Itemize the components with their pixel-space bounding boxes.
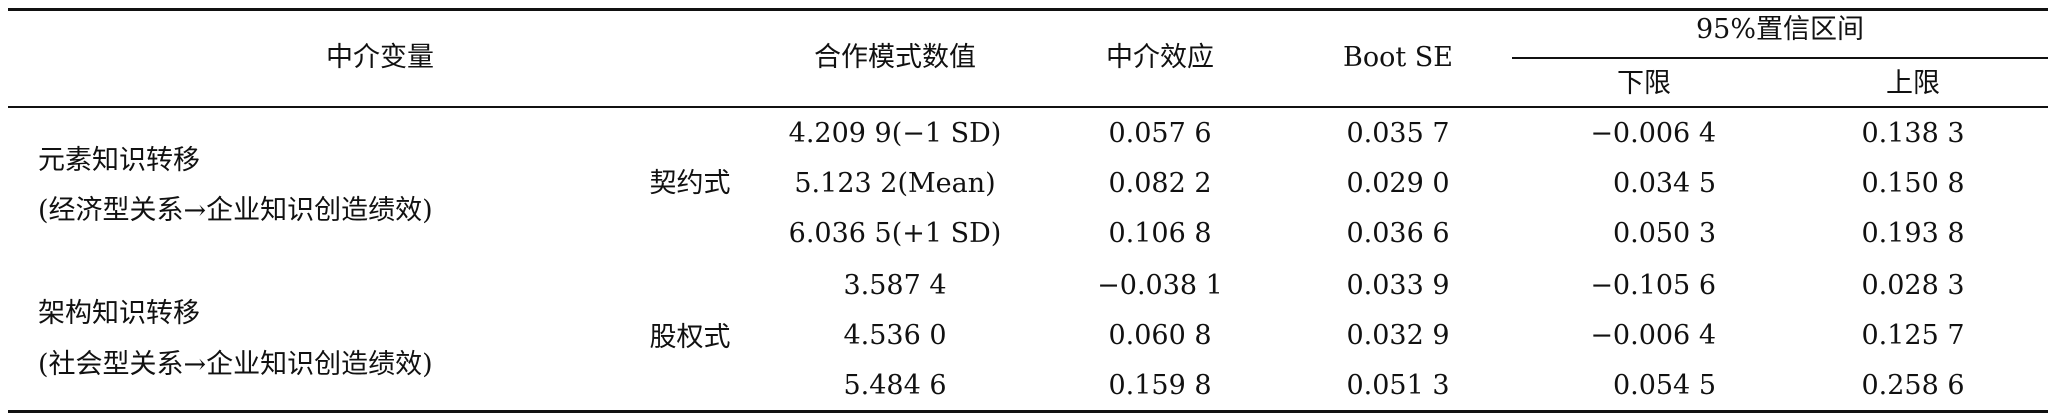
cell-effect: −0.038 1 — [1097, 270, 1223, 301]
cell-boot-se: 0.032 9 — [1346, 320, 1450, 351]
cell-boot-se: 0.033 9 — [1346, 270, 1450, 301]
cell-upper: 0.193 8 — [1861, 218, 1965, 249]
cell-lower: 0.054 5 — [1612, 370, 1716, 401]
cell-upper: 0.258 6 — [1861, 370, 1965, 401]
cell-effect: 0.106 8 — [1108, 218, 1212, 249]
table-bottom-rule — [8, 410, 2048, 413]
cell-effect: 0.159 8 — [1108, 370, 1212, 401]
cell-mode-value: 4.536 0 — [843, 320, 947, 351]
cell-mode-value: 6.036 5(+1 SD) — [788, 218, 1002, 249]
table-top-rule — [8, 8, 2048, 11]
cell-lower: −0.006 4 — [1590, 118, 1716, 149]
header-ci: 95%置信区间 — [1695, 14, 1865, 45]
group-mediator-line2: (社会型关系→企业知识创造绩效) — [38, 349, 433, 380]
cell-effect: 0.082 2 — [1108, 168, 1212, 199]
cell-effect: 0.057 6 — [1108, 118, 1212, 149]
table-header-rule — [8, 106, 2048, 108]
header-boot-se: Boot SE — [1343, 42, 1453, 73]
cell-mode-value: 3.587 4 — [843, 270, 947, 301]
group-mode: 契约式 — [649, 168, 731, 199]
cell-lower: 0.050 3 — [1612, 218, 1716, 249]
ci-header-rule — [1512, 57, 2048, 59]
group-mode: 股权式 — [649, 322, 731, 353]
cell-mode-value: 4.209 9(−1 SD) — [788, 118, 1002, 149]
cell-mode-value: 5.123 2(Mean) — [794, 168, 996, 199]
cell-upper: 0.125 7 — [1861, 320, 1965, 351]
cell-upper: 0.138 3 — [1861, 118, 1965, 149]
cell-boot-se: 0.029 0 — [1346, 168, 1450, 199]
header-upper: 上限 — [1886, 68, 1940, 99]
group-mediator-line2: (经济型关系→企业知识创造绩效) — [38, 195, 433, 226]
cell-upper: 0.150 8 — [1861, 168, 1965, 199]
cell-mode-value: 5.484 6 — [843, 370, 947, 401]
cell-lower: −0.006 4 — [1590, 320, 1716, 351]
cell-lower: −0.105 6 — [1590, 270, 1716, 301]
cell-effect: 0.060 8 — [1108, 320, 1212, 351]
header-mediator: 中介变量 — [326, 42, 434, 73]
group-mediator-line1: 架构知识转移 — [38, 298, 200, 329]
cell-boot-se: 0.036 6 — [1346, 218, 1450, 249]
cell-boot-se: 0.051 3 — [1346, 370, 1450, 401]
cell-boot-se: 0.035 7 — [1346, 118, 1450, 149]
cell-lower: 0.034 5 — [1612, 168, 1716, 199]
header-effect: 中介效应 — [1106, 42, 1214, 73]
group-mediator-line1: 元素知识转移 — [38, 145, 200, 176]
header-lower: 下限 — [1617, 68, 1671, 99]
cell-upper: 0.028 3 — [1861, 270, 1965, 301]
header-mode-value: 合作模式数值 — [814, 42, 976, 73]
